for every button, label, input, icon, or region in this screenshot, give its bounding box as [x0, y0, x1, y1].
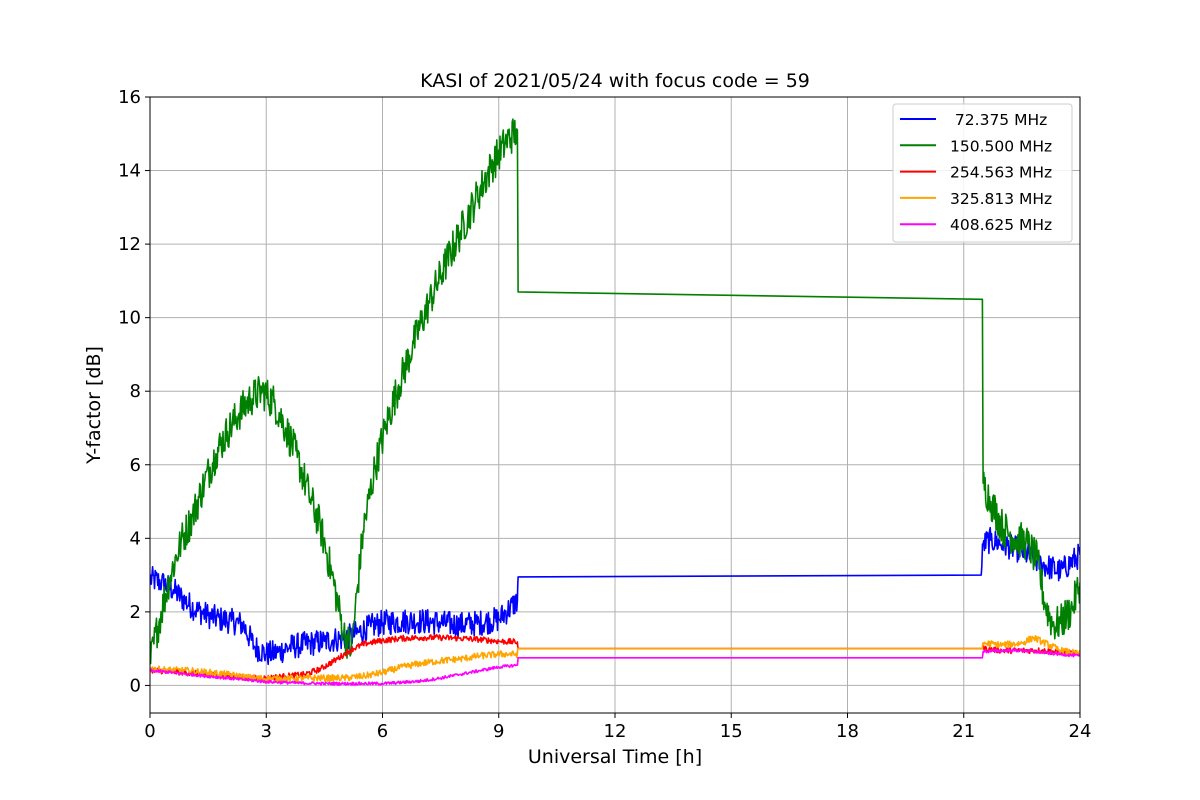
legend-box [892, 103, 1073, 243]
x-tick-label: 18 [836, 721, 859, 742]
y-tick-label: 14 [118, 161, 141, 182]
x-tick-label: 24 [1069, 721, 1092, 742]
legend: 72.375 MHz 150.500 MHz 254.563 MHz 325.813 … [892, 103, 1073, 243]
x-axis-label: Universal Time [h] [528, 746, 702, 768]
series-line-0 [150, 526, 1080, 666]
x-tick-label: 0 [144, 721, 155, 742]
chart-title: KASI of 2021/05/24 with focus code = 59 [420, 70, 810, 92]
y-tick-label: 16 [118, 87, 141, 108]
y-axis-label: Y-factor [dB] [83, 346, 105, 465]
x-tick-label: 12 [604, 721, 627, 742]
legend-label: 325.813 MHz [950, 190, 1052, 208]
series-line-1 [150, 118, 1080, 665]
y-tick-label: 6 [130, 455, 141, 476]
y-tick-label: 4 [130, 528, 141, 549]
legend-label: 150.500 MHz [950, 137, 1052, 155]
x-tick-label: 9 [493, 721, 504, 742]
x-tick-label: 21 [952, 721, 975, 742]
legend-label: 72.375 MHz [950, 111, 1047, 129]
series-line-4 [150, 648, 1080, 686]
y-tick-label: 10 [118, 308, 141, 329]
legend-label: 408.625 MHz [950, 216, 1052, 234]
series-group [150, 118, 1080, 686]
x-tick-label: 6 [377, 721, 388, 742]
y-tick-label: 12 [118, 234, 141, 255]
x-tick-label: 3 [261, 721, 272, 742]
y-tick-label: 0 [130, 675, 141, 696]
x-tick-label: 15 [720, 721, 743, 742]
legend-label: 254.563 MHz [950, 164, 1052, 182]
y-tick-label: 2 [130, 602, 141, 623]
y-tick-label: 8 [130, 381, 141, 402]
series-line-3 [150, 635, 1080, 683]
